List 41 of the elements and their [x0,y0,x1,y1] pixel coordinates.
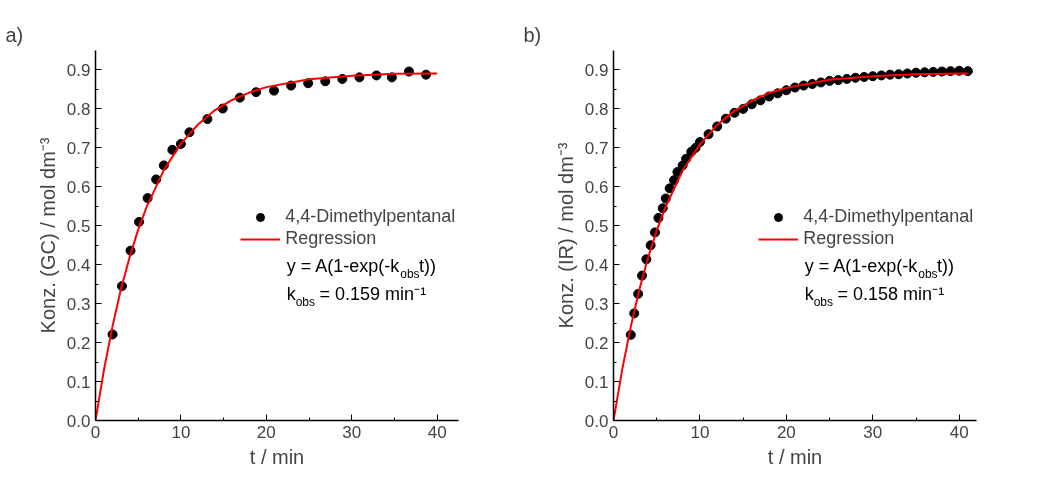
x-tick-label: 30 [342,422,362,442]
y-tick-label: 0.3 [66,294,91,314]
y-tick-label: 0.7 [584,138,609,158]
x-tick-label: 40 [949,422,969,442]
y-tick-label: 0.7 [66,138,91,158]
x-tick-label: 10 [171,422,191,442]
x-tick-label: 10 [690,422,710,442]
chart-title: b) [523,23,542,46]
legend-label: Regression [285,227,377,250]
x-tick-label: 0 [90,422,101,442]
y-tick-label: 0.0 [66,411,91,431]
x-tick-label: 20 [256,422,276,442]
legend-label: 4,4-Dimethylpentanal [285,205,456,228]
legend-label: 4,4-Dimethylpentanal [803,205,974,228]
y-tick-label: 0.6 [584,177,609,197]
y-tick-label: 0.9 [584,60,609,80]
y-tick-label: 0.4 [66,255,91,275]
y-tick-label: 0.6 [66,177,91,197]
y-tick-label: 0.2 [66,333,91,353]
y-axis-title: Konz. (GC) / mol dm⁻³ [36,137,59,334]
y-tick-label: 0.8 [584,99,609,119]
y-tick-label: 0.3 [584,294,609,314]
y-tick-label: 0.0 [584,411,609,431]
legend-label: Regression [803,227,895,250]
y-tick-label: 0.1 [584,372,609,392]
x-tick-label: 0 [608,422,619,442]
y-tick-label: 0.5 [584,216,609,236]
y-tick-label: 0.5 [66,216,91,236]
y-tick-label: 0.8 [66,99,91,119]
y-tick-label: 0.1 [66,372,91,392]
chart-title: a) [5,23,24,46]
y-tick-label: 0.2 [584,333,609,353]
x-tick-label: 40 [427,422,447,442]
point [269,85,280,96]
y-tick-label: 0.9 [66,60,91,80]
y-axis-title: Konz. (IR) / mol dm⁻³ [554,142,577,329]
x-tick-label: 30 [863,422,883,442]
y-tick-label: 0.4 [584,255,609,275]
x-axis-title: t / min [249,445,305,468]
x-axis-title: t / min [767,445,823,468]
x-tick-label: 20 [776,422,796,442]
